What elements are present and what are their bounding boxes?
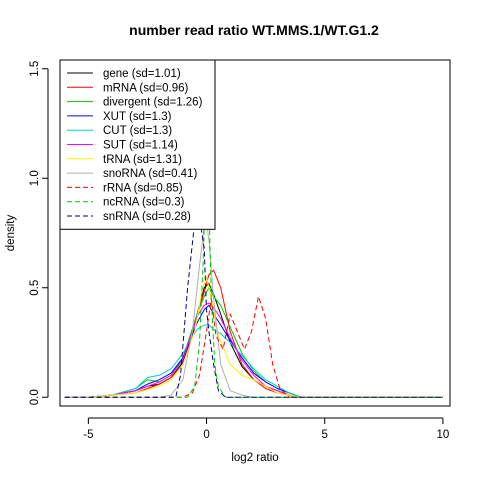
series-line <box>64 296 443 398</box>
legend-entry-label: rRNA (sd=0.85) <box>103 182 183 194</box>
y-tick-label: 0.0 <box>29 389 41 405</box>
chart-title: number read ratio WT.MMS.1/WT.G1.2 <box>129 22 379 38</box>
legend-entry-label: CUT (sd=1.3) <box>103 125 172 137</box>
series-line <box>64 217 443 398</box>
legend-entry-label: snRNA (sd=0.28) <box>103 211 191 223</box>
series-line <box>64 304 443 398</box>
y-tick-label: 1.5 <box>29 61 41 77</box>
x-tick-label: 0 <box>203 429 209 441</box>
series-line <box>64 324 443 398</box>
legend-entry-label: tRNA (sd=1.31) <box>103 154 182 166</box>
series-line <box>64 302 443 398</box>
legend-entry-label: ncRNA (sd=0.3) <box>103 197 185 209</box>
y-tick-label: 0.5 <box>29 280 41 296</box>
legend-entry-label: XUT (sd=1.3) <box>103 111 172 123</box>
plot-frame <box>59 59 451 407</box>
x-axis-label: log2 ratio <box>231 452 278 464</box>
x-tick-label: -5 <box>83 429 93 441</box>
legend-entry-label: divergent (sd=1.26) <box>103 97 203 109</box>
series-line <box>64 269 443 398</box>
y-axis-label: density <box>5 215 17 252</box>
legend-entry-label: SUT (sd=1.14) <box>103 140 178 152</box>
axis-layer: -5 0 5 10 0.0 0.5 1.0 1.5 <box>29 61 449 441</box>
series-line <box>64 287 443 398</box>
legend-entry-label: gene (sd=1.01) <box>103 68 181 80</box>
x-tick-label: 10 <box>437 429 450 441</box>
legend-entry-label: snoRNA (sd=0.41) <box>103 168 197 180</box>
legend: gene (sd=1.01) mRNA (sd=0.96) divergent (s… <box>59 59 216 230</box>
y-tick-label: 1.0 <box>29 170 41 186</box>
x-tick-label: 5 <box>322 429 328 441</box>
legend-entry-label: mRNA (sd=0.96) <box>103 82 188 94</box>
